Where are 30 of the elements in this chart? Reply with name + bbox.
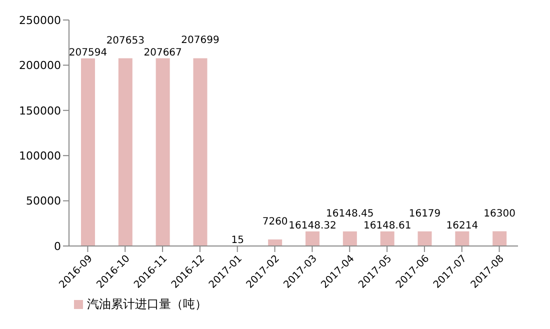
bar — [81, 58, 95, 246]
y-tick-label: 250000 — [19, 14, 61, 27]
data-label: 16148.45 — [326, 208, 374, 220]
y-tick-label: 100000 — [19, 150, 61, 163]
y-tick-label: 0 — [54, 240, 61, 253]
legend-label: 汽油累计进口量（吨） — [87, 297, 207, 311]
bar — [380, 231, 394, 246]
y-tick-label: 50000 — [26, 194, 61, 208]
bar — [342, 231, 357, 246]
data-label: 16148.32 — [288, 220, 336, 232]
bar — [268, 239, 282, 246]
data-label: 16214 — [446, 220, 478, 232]
data-label: 207594 — [68, 47, 108, 58]
y-tick-label: 150000 — [19, 104, 61, 118]
bar — [193, 58, 208, 246]
bar — [306, 231, 320, 246]
bar — [418, 231, 432, 246]
data-label: 16148.61 — [363, 220, 412, 232]
data-label: 207653 — [106, 35, 145, 46]
bar — [118, 58, 132, 246]
bar — [492, 231, 507, 246]
bar — [455, 231, 470, 246]
data-label: 16300 — [484, 208, 516, 220]
data-label: 207667 — [144, 47, 182, 58]
y-tick-label: 200000 — [19, 59, 61, 72]
data-label: 7260 — [262, 216, 288, 228]
data-label: 16179 — [408, 208, 441, 220]
data-label: 15 — [231, 234, 244, 246]
bar — [156, 58, 170, 246]
data-label: 207699 — [181, 35, 220, 46]
